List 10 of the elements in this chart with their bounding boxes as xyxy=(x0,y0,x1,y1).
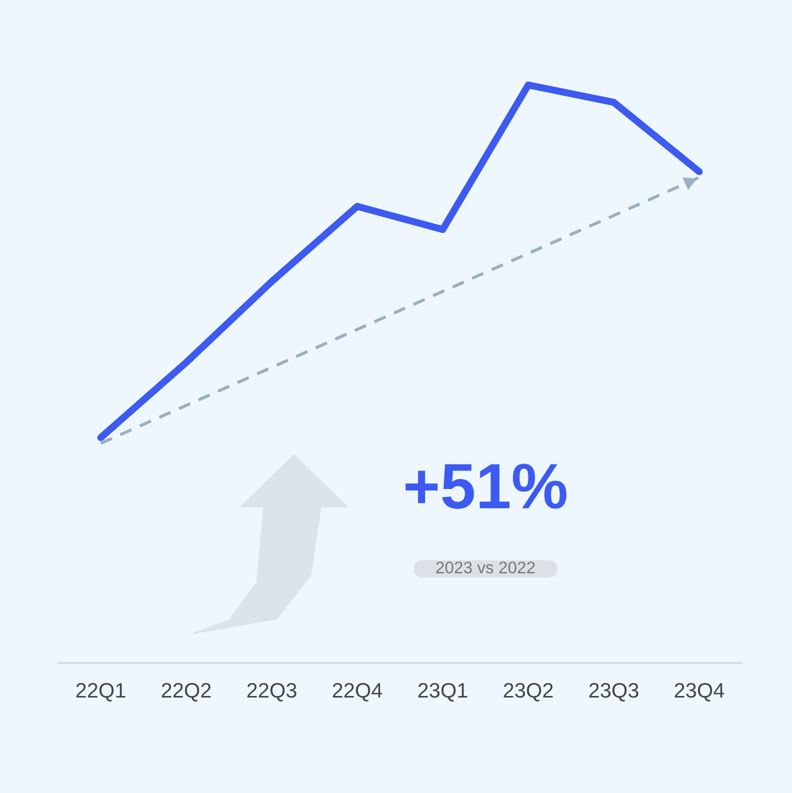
x-tick-label: 23Q1 xyxy=(418,682,468,702)
annotation: +51% xyxy=(406,464,566,509)
annotation: 2023 vs 2022 xyxy=(436,562,535,574)
x-tick-label: 23Q4 xyxy=(674,682,724,702)
x-tick-label: 23Q2 xyxy=(504,682,553,702)
x-tick-label: 22Q3 xyxy=(247,682,296,702)
x-tick-label: 22Q4 xyxy=(332,682,382,702)
x-tick-label: 22Q2 xyxy=(162,682,211,702)
x-tick-label: 23Q3 xyxy=(589,682,638,702)
x-tick-label: 22Q1 xyxy=(76,682,126,702)
